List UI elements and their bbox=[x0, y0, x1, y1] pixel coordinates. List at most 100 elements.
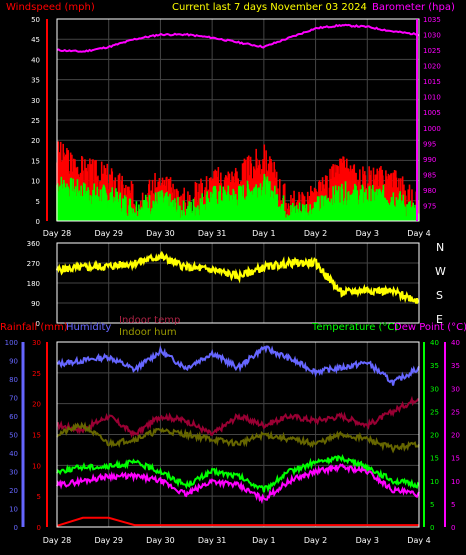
plot-series bbox=[55, 23, 420, 527]
temperature-legend-label: Temperature (°C) bbox=[311, 322, 398, 333]
humidity-legend-label: Humidity bbox=[66, 322, 111, 333]
day-label: Day 29 bbox=[94, 536, 123, 545]
barometer-tick-label: 1030 bbox=[423, 32, 441, 40]
direction-label-s: S bbox=[436, 289, 443, 302]
day-label: Day 31 bbox=[198, 229, 227, 238]
humidity-tick-label: 60 bbox=[9, 413, 18, 421]
dew-point-tick-label: 25 bbox=[451, 408, 460, 416]
direction-tick-label: 180 bbox=[27, 280, 40, 288]
humidity-tick-label: 100 bbox=[5, 339, 18, 347]
day-label: Day 29 bbox=[94, 229, 123, 238]
day-label: Day 3 bbox=[356, 229, 379, 238]
day-label: Day 4 bbox=[407, 536, 430, 545]
barometer-tick-label: 985 bbox=[423, 171, 436, 179]
indoor-hum-line bbox=[56, 421, 420, 454]
dew-point-tick-label: 5 bbox=[451, 501, 455, 509]
indoor-temp-legend-label: Indoor temp bbox=[119, 315, 180, 326]
day-label: Day 2 bbox=[304, 536, 327, 545]
dew-point-tick-label: 30 bbox=[451, 385, 460, 393]
dew-point-line bbox=[56, 463, 420, 505]
plot-frame bbox=[56, 242, 420, 324]
rain-tick-label: 5 bbox=[37, 493, 41, 501]
day-label: Day 2 bbox=[304, 229, 327, 238]
temperature-tick-label: 15 bbox=[430, 455, 439, 463]
wind-tick-label: 15 bbox=[31, 157, 40, 165]
plot-frame bbox=[56, 18, 420, 222]
dew-point-tick-label: 10 bbox=[451, 478, 460, 486]
day-label: Day 1 bbox=[252, 536, 275, 545]
direction-label-w: W bbox=[435, 265, 446, 278]
barometer-tick-label: 1000 bbox=[423, 125, 441, 133]
day-label: Day 30 bbox=[146, 536, 175, 545]
humidity-tick-label: 90 bbox=[9, 358, 18, 366]
humidity-tick-label: 20 bbox=[9, 487, 18, 495]
direction-tick-label: 360 bbox=[27, 240, 40, 248]
day-label: Day 30 bbox=[146, 229, 175, 238]
barometer-tick-label: 995 bbox=[423, 140, 436, 148]
rain-tick-label: 20 bbox=[32, 401, 41, 409]
dew-point-tick-label: 15 bbox=[451, 455, 460, 463]
temperature-tick-label: 30 bbox=[430, 385, 439, 393]
day-label: Day 3 bbox=[356, 536, 379, 545]
temperature-tick-label: 0 bbox=[430, 524, 434, 532]
rainfall-line bbox=[56, 516, 419, 527]
direction-tick-label: 0 bbox=[36, 320, 40, 328]
direction-tick-label: 90 bbox=[31, 300, 40, 308]
indoor-temp-line bbox=[57, 395, 420, 439]
plot-frames bbox=[21, 18, 446, 528]
wind-tick-label: 0 bbox=[36, 218, 40, 226]
wind-tick-label: 30 bbox=[31, 97, 40, 105]
humidity-tick-label: 40 bbox=[9, 450, 18, 458]
barometer-tick-label: 1035 bbox=[423, 16, 441, 24]
temperature-tick-label: 40 bbox=[430, 339, 439, 347]
humidity-line bbox=[56, 345, 420, 386]
dew-point-tick-label: 0 bbox=[451, 524, 455, 532]
humidity-tick-label: 50 bbox=[9, 432, 18, 440]
humidity-tick-label: 10 bbox=[9, 506, 18, 514]
day-label: Day 28 bbox=[43, 536, 72, 545]
rainfall-legend-label: Rainfall (mm) bbox=[0, 322, 68, 333]
wind-tick-label: 10 bbox=[31, 178, 40, 186]
wind-tick-label: 50 bbox=[31, 16, 40, 24]
direction-label-n-top: N bbox=[436, 241, 444, 254]
humidity-tick-label: 30 bbox=[9, 469, 18, 477]
barometer-tick-label: 1020 bbox=[423, 63, 441, 71]
barometer-tick-label: 1005 bbox=[423, 109, 441, 117]
direction-tick-label: 270 bbox=[27, 260, 40, 268]
wind-direction-line bbox=[55, 250, 420, 305]
wind-tick-label: 45 bbox=[31, 36, 40, 44]
day-label: Day 31 bbox=[198, 536, 227, 545]
barometer-line bbox=[56, 23, 419, 53]
wind-tick-label: 40 bbox=[31, 56, 40, 64]
plot-frame bbox=[56, 341, 420, 528]
wind-tick-label: 25 bbox=[31, 117, 40, 125]
day-label: Day 28 bbox=[43, 229, 72, 238]
humidity-tick-label: 80 bbox=[9, 376, 18, 384]
barometer-tick-label: 1025 bbox=[423, 47, 441, 55]
dew-point-legend-label: Dew Point (°C) bbox=[394, 322, 466, 333]
wind-tick-label: 20 bbox=[31, 137, 40, 145]
day-label: Day 4 bbox=[407, 229, 430, 238]
rain-tick-label: 10 bbox=[32, 462, 41, 470]
temperature-tick-label: 10 bbox=[430, 478, 439, 486]
temperature-line bbox=[56, 453, 420, 493]
wind-tick-label: 35 bbox=[31, 77, 40, 85]
barometer-axis-title: Barometer (hpa) bbox=[372, 2, 455, 13]
humidity-tick-label: 0 bbox=[14, 524, 18, 532]
temperature-tick-label: 35 bbox=[430, 362, 439, 370]
dew-point-tick-label: 35 bbox=[451, 362, 460, 370]
direction-label-e: E bbox=[436, 313, 443, 326]
dew-point-tick-label: 40 bbox=[451, 339, 460, 347]
barometer-tick-label: 1015 bbox=[423, 78, 441, 86]
rain-tick-label: 0 bbox=[37, 524, 41, 532]
chart-title: Current last 7 days November 03 2024 bbox=[172, 2, 367, 13]
temperature-tick-label: 25 bbox=[430, 408, 439, 416]
barometer-tick-label: 990 bbox=[423, 156, 436, 164]
windspeed-axis-title: Windspeed (mph) bbox=[6, 2, 95, 13]
temperature-tick-label: 5 bbox=[430, 501, 434, 509]
dew-point-tick-label: 20 bbox=[451, 432, 460, 440]
indoor-hum-legend-label: Indoor hum bbox=[119, 327, 177, 338]
barometer-tick-label: 1010 bbox=[423, 94, 441, 102]
